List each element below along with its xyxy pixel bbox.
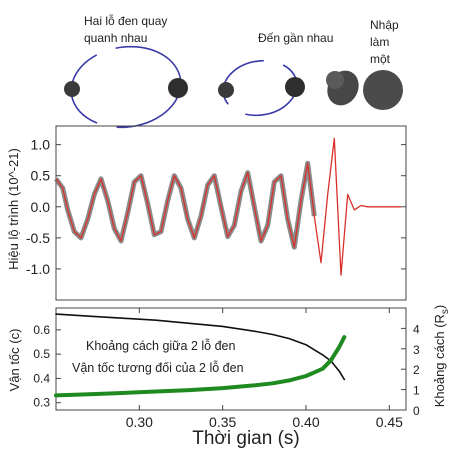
strain-y-tick-label: -0.5 xyxy=(26,230,50,246)
merged-black-hole xyxy=(363,70,403,110)
velocity-chart: 0.30 0.35 0.40 0.45 0.6 0.5 0.4 0.3 4 3 2 1 0 Khoảng… xyxy=(7,305,451,449)
stage3-caption-line2: làm xyxy=(370,35,389,49)
velocity-y-axis-label: Vận tốc (c) xyxy=(7,329,22,392)
black-hole-2 xyxy=(168,78,188,98)
strain-series-line xyxy=(55,137,401,276)
strain-marks: 1.0 0.5 0.0 -0.5 -1.0 xyxy=(26,137,406,277)
velocity-y-tick-label: 0.6 xyxy=(33,323,50,337)
strain-y-tick-label: 1.0 xyxy=(31,137,51,153)
time-axis-label: Thời gian (s) xyxy=(192,428,300,449)
velocity-y-tick-label: 0.5 xyxy=(33,347,50,361)
stage1-orbit xyxy=(70,45,182,129)
black-hole-1 xyxy=(64,81,80,97)
stage2-caption: Đến gần nhau xyxy=(258,31,333,45)
separation-y-tick-label: 0 xyxy=(413,404,420,418)
merging-black-hole-small xyxy=(326,71,344,89)
separation-y-axis-label-sub: s xyxy=(440,309,451,314)
merging-black-holes xyxy=(327,70,359,106)
strain-plot-frame xyxy=(55,125,407,301)
time-x-tick-label: 0.30 xyxy=(126,414,153,430)
separation-y-axis-label-main: Khoảng cách (R xyxy=(432,314,447,407)
black-hole-4 xyxy=(285,77,305,97)
separation-y-axis-label-end: ) xyxy=(432,305,447,309)
velocity-y-tick-label: 0.4 xyxy=(33,371,50,385)
velocity-marks: 0.30 0.35 0.40 0.45 0.6 0.5 0.4 0.3 4 3 2 1 0 xyxy=(33,308,420,430)
black-hole-3 xyxy=(218,82,234,98)
separation-y-tick-label: 4 xyxy=(413,322,420,336)
strain-y-tick-label: 0.0 xyxy=(31,199,51,215)
velocity-series-line xyxy=(54,335,347,398)
separation-y-tick-label: 1 xyxy=(413,384,420,398)
velocity-y-tick-label: 0.3 xyxy=(33,396,50,410)
velocity-annotation: Vận tốc tương đối của 2 lỗ đen xyxy=(72,360,244,375)
stage1-caption-line1: Hai lỗ đen quay xyxy=(84,13,167,28)
separation-y-tick-label: 3 xyxy=(413,343,420,357)
stage3-caption-line3: một xyxy=(370,52,391,66)
stage1-caption-line2: quanh nhau xyxy=(84,31,147,45)
separation-y-axis-label: Khoảng cách (Rs) xyxy=(432,305,451,408)
separation-series-line xyxy=(55,313,346,381)
strain-y-tick-label: 0.5 xyxy=(31,168,51,184)
strain-chart: 1.0 0.5 0.0 -0.5 -1.0 Hiệu lộ trình (10^-21) xyxy=(6,125,407,301)
merger-illustration: Hai lỗ đen quay quanh nhau Đến gần nhau … xyxy=(64,13,403,129)
separation-annotation: Khoảng cách giữa 2 lỗ đen xyxy=(86,338,235,353)
time-x-tick-label: 0.40 xyxy=(292,414,319,430)
separation-y-tick-label: 2 xyxy=(413,363,420,377)
stage3-caption-line1: Nhập xyxy=(370,18,399,32)
time-x-tick-label: 0.35 xyxy=(209,414,236,430)
strain-y-tick-label: -1.0 xyxy=(26,261,50,277)
velocity-plot-frame xyxy=(55,307,407,411)
time-x-tick-label: 0.45 xyxy=(376,414,403,430)
strain-y-axis-label: Hiệu lộ trình (10^-21) xyxy=(6,148,21,270)
